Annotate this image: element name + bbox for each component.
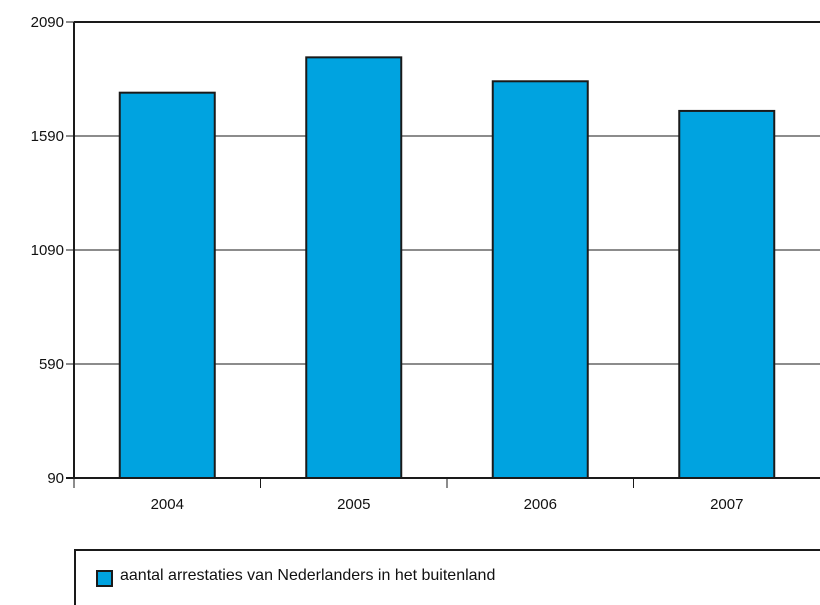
legend-label: aantal arrestaties van Nederlanders in h… [120, 567, 496, 584]
tick-labels: 90 590 1090 1590 2090 2004 2005 2006 2007 [31, 14, 744, 513]
y-tick-label: 1590 [31, 128, 64, 145]
x-tick-label: 2007 [710, 496, 743, 513]
bar-2007 [678, 109, 776, 479]
y-tick-label: 2090 [31, 14, 64, 31]
legend: aantal arrestaties van Nederlanders in h… [74, 549, 820, 605]
legend-swatch [96, 570, 113, 587]
bar-2006 [491, 80, 589, 479]
y-tick-label: 1090 [31, 242, 64, 259]
x-tick-label: 2005 [337, 496, 370, 513]
bar-2004 [118, 91, 216, 480]
x-tick-label: 2006 [524, 496, 557, 513]
bar-chart: 90 590 1090 1590 2090 2004 2005 2006 2007 [31, 14, 820, 513]
bars [118, 56, 776, 480]
bar-2005 [305, 56, 403, 480]
x-tick-label: 2004 [151, 496, 184, 513]
y-tick-label: 590 [39, 356, 64, 373]
axes [66, 21, 820, 488]
y-tick-label: 90 [47, 470, 64, 487]
